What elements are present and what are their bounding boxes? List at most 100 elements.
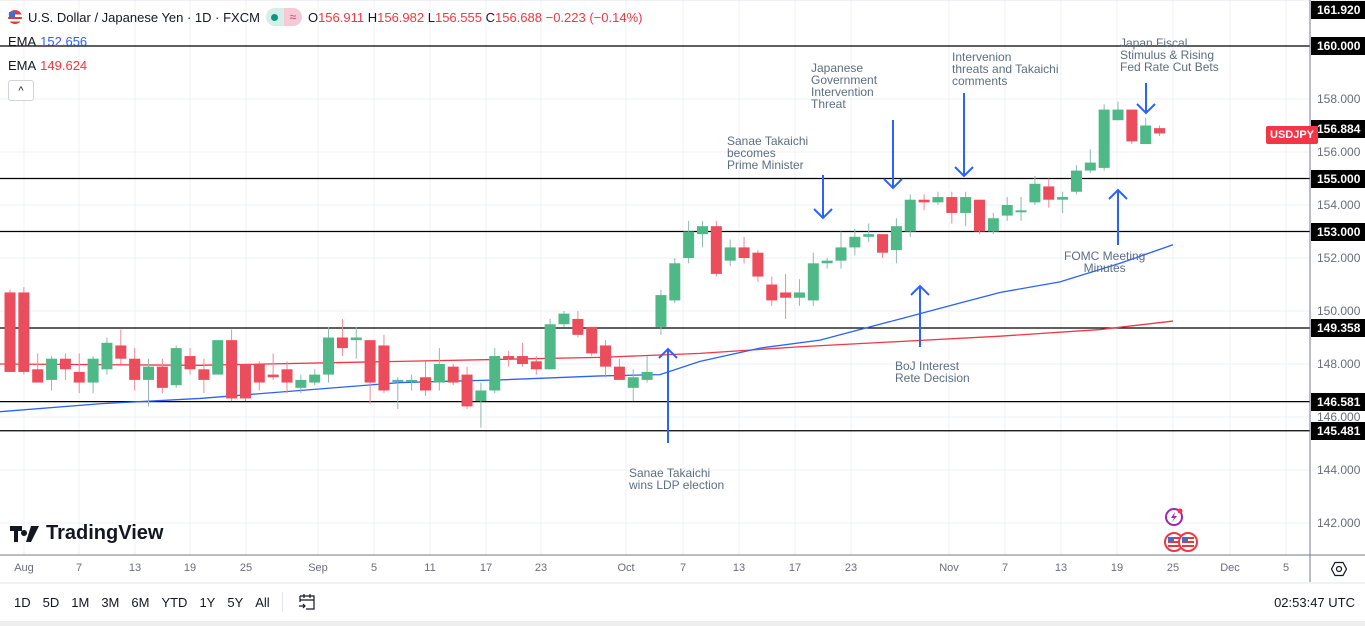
candle bbox=[281, 369, 293, 383]
time-tick: 17 bbox=[479, 562, 493, 574]
candle bbox=[46, 358, 58, 380]
candle bbox=[932, 197, 944, 203]
candle bbox=[1043, 186, 1055, 200]
symbol-price-tag: USDJPY bbox=[1266, 126, 1319, 144]
candle bbox=[613, 366, 625, 380]
candle bbox=[1098, 109, 1110, 168]
candle bbox=[350, 337, 362, 341]
event-markers[interactable] bbox=[1162, 506, 1202, 554]
candle bbox=[1140, 125, 1152, 145]
candle bbox=[1126, 109, 1138, 142]
price-level-label: 155.000 bbox=[1311, 169, 1365, 188]
candle bbox=[489, 356, 501, 391]
annotation-fiscal-stimulus: Japan Fiscal Stimulus & Rising Fed Rate … bbox=[1120, 36, 1219, 74]
time-tick: 17 bbox=[788, 562, 802, 574]
candle bbox=[987, 218, 999, 232]
time-tick: Dec bbox=[1220, 562, 1240, 574]
time-tick: 7 bbox=[679, 562, 687, 574]
candle bbox=[336, 337, 348, 349]
candle bbox=[253, 364, 265, 383]
candle bbox=[475, 390, 487, 402]
time-tick: 7 bbox=[1001, 562, 1009, 574]
range-1d[interactable]: 1D bbox=[14, 594, 31, 610]
time-tick: 7 bbox=[75, 562, 83, 574]
candle bbox=[461, 374, 473, 407]
candle bbox=[239, 364, 251, 399]
candle bbox=[87, 358, 99, 383]
candle bbox=[364, 340, 376, 383]
candle bbox=[849, 236, 861, 248]
market-status-pill[interactable]: ≈ bbox=[265, 8, 302, 26]
range-6m[interactable]: 6M bbox=[131, 594, 150, 610]
time-tick: 13 bbox=[1054, 562, 1068, 574]
price-tick: 150.000 bbox=[1317, 304, 1361, 318]
candle bbox=[1057, 197, 1069, 200]
candle bbox=[378, 345, 390, 391]
range-1m[interactable]: 1M bbox=[71, 594, 90, 610]
candle bbox=[807, 263, 819, 301]
candle bbox=[835, 247, 847, 261]
candle bbox=[766, 284, 778, 301]
candle bbox=[323, 337, 335, 375]
candle bbox=[904, 199, 916, 232]
candle bbox=[267, 374, 279, 378]
candle bbox=[572, 318, 584, 335]
candle bbox=[226, 340, 238, 399]
time-tick: 5 bbox=[370, 562, 378, 574]
candle bbox=[59, 358, 71, 370]
utc-clock[interactable]: 02:53:47 UTC bbox=[1274, 594, 1355, 610]
range-1y[interactable]: 1Y bbox=[199, 594, 216, 610]
candle bbox=[641, 371, 653, 380]
candle bbox=[1029, 183, 1041, 203]
candle bbox=[406, 379, 418, 382]
time-tick: Sep bbox=[308, 562, 328, 574]
candle bbox=[129, 358, 141, 380]
price-level-label: 145.481 bbox=[1311, 421, 1365, 440]
tradingview-logo-icon bbox=[10, 525, 39, 542]
candle bbox=[697, 226, 708, 235]
range-ytd[interactable]: YTD bbox=[161, 594, 188, 610]
candle bbox=[600, 345, 612, 367]
footer-strip bbox=[0, 621, 1365, 626]
candle bbox=[433, 364, 445, 383]
candle bbox=[18, 292, 30, 372]
ema-legend-slow[interactable]: EMA 149.624 bbox=[8, 58, 88, 73]
candle bbox=[309, 374, 321, 383]
price-level-label: 153.000 bbox=[1311, 222, 1365, 241]
range-all[interactable]: All bbox=[255, 594, 270, 610]
candle bbox=[392, 379, 404, 382]
go-to-date-button[interactable] bbox=[297, 592, 317, 612]
range-5d[interactable]: 5D bbox=[42, 594, 60, 610]
candle bbox=[738, 247, 750, 258]
candle bbox=[295, 379, 307, 388]
range-5y[interactable]: 5Y bbox=[227, 594, 244, 610]
price-tick: 144.000 bbox=[1317, 463, 1361, 477]
candle bbox=[946, 197, 958, 213]
candle bbox=[724, 247, 736, 261]
symbol-title[interactable]: U.S. Dollar / Japanese Yen · 1D · FXCM bbox=[28, 9, 260, 25]
price-tick: 142.000 bbox=[1317, 516, 1361, 530]
candle bbox=[780, 292, 792, 298]
economic-events[interactable] bbox=[1162, 506, 1202, 559]
ema-legend-fast[interactable]: EMA 152.656 bbox=[8, 34, 88, 49]
time-axis[interactable]: Aug 7 13 19 25 Sep 5 11 17 23 Oct 7 13 17 23 Nov 7 13 19 25… bbox=[0, 556, 1310, 582]
candle bbox=[73, 371, 85, 383]
candle bbox=[420, 377, 431, 391]
candle bbox=[960, 197, 972, 213]
candle bbox=[184, 356, 196, 370]
range-3m[interactable]: 3M bbox=[101, 594, 120, 610]
time-tick: 19 bbox=[1110, 562, 1124, 574]
delayed-data-icon: ≈ bbox=[283, 8, 302, 26]
market-open-dot-icon bbox=[265, 8, 284, 26]
chart-settings-button[interactable] bbox=[1330, 560, 1348, 578]
annotation-fomc-minutes: FOMC Meeting Minutes bbox=[1064, 249, 1146, 275]
price-level-label: 146.581 bbox=[1311, 392, 1365, 411]
candle bbox=[558, 313, 570, 325]
collapse-legend-button[interactable]: ^ bbox=[8, 80, 34, 101]
candle bbox=[32, 369, 44, 383]
time-tick: 5 bbox=[1282, 562, 1290, 574]
candle bbox=[544, 324, 556, 370]
candle bbox=[974, 199, 985, 232]
tradingview-logo[interactable]: TradingView bbox=[10, 522, 163, 545]
